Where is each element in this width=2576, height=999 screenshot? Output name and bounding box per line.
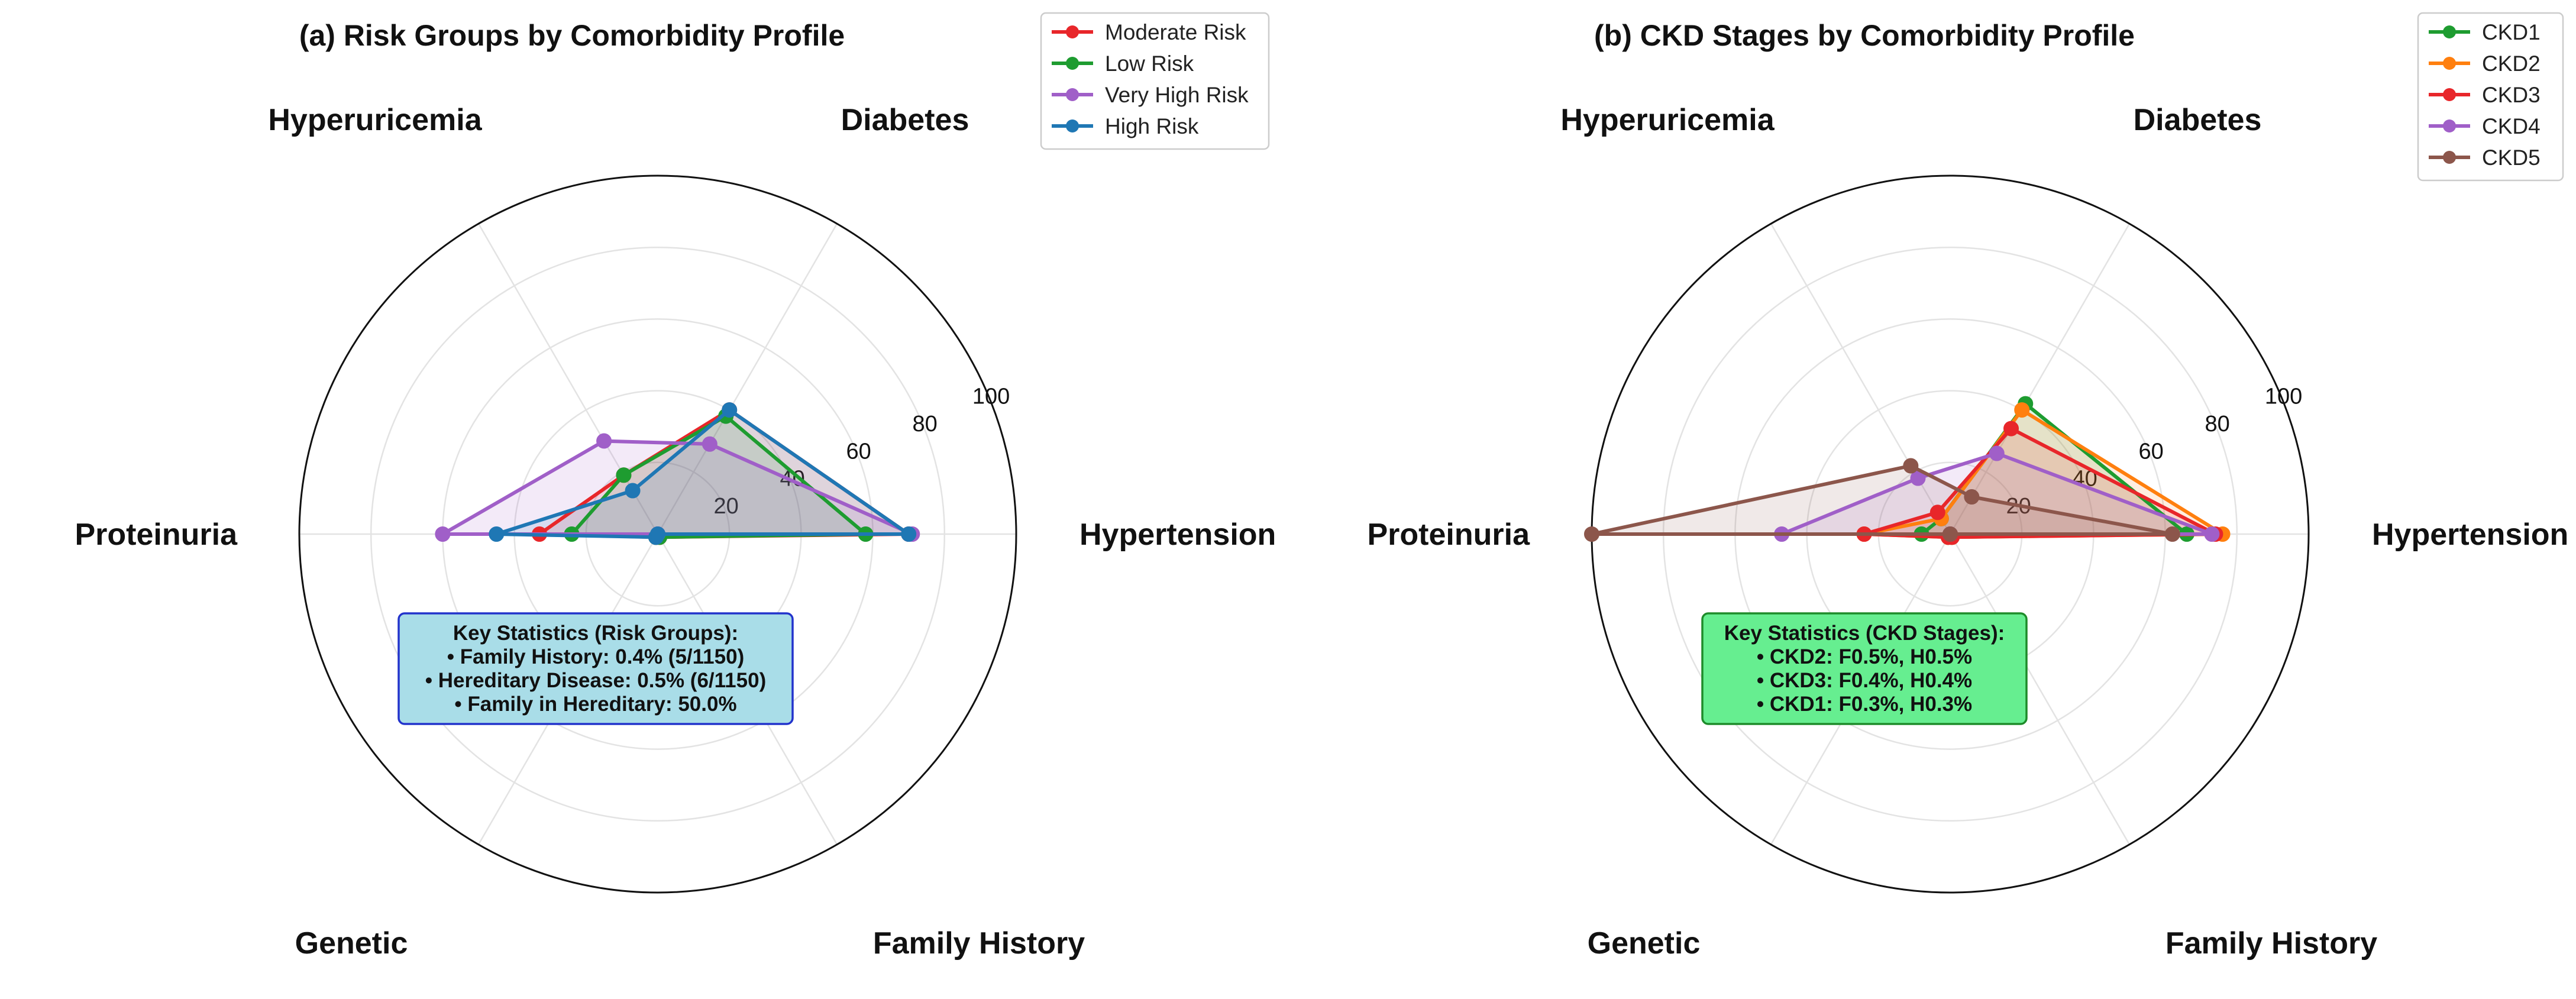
stats-line: Key Statistics (CKD Stages): xyxy=(1724,622,2005,645)
axis-label-genetic: Genetic xyxy=(1588,926,1701,961)
series-area-high-risk xyxy=(496,410,909,538)
legend-label-ckd1: CKD1 xyxy=(2482,20,2541,44)
axis-label-hypertension: Hypertension xyxy=(1079,518,1276,552)
legend-label-very-high-risk: Very High Risk xyxy=(1105,83,1249,107)
chart-title: (b) CKD Stages by Comorbidity Profile xyxy=(1594,19,2135,52)
stats-line: • CKD3: F0.4%, H0.4% xyxy=(1757,669,1972,692)
grid-spoke xyxy=(1949,223,2131,535)
stats-line: • CKD1: F0.3%, H0.3% xyxy=(1757,693,1972,716)
radial-tick-label: 20 xyxy=(714,494,739,519)
data-point-ckd5-proteinuria xyxy=(1584,526,1599,542)
stats-line: • CKD2: F0.5%, H0.5% xyxy=(1757,645,1972,668)
radar-panel-risk-groups: (a) Risk Groups by Comorbidity Profile 20… xyxy=(75,12,1276,961)
axis-label-family-history: Family History xyxy=(2165,926,2377,961)
series-area-ckd4 xyxy=(1782,453,2212,534)
legend-box xyxy=(2417,12,2564,182)
data-point-ckd5-family-history xyxy=(1942,526,1958,542)
data-point-ckd5-hypertension xyxy=(2164,526,2180,542)
axis-label-diabetes: Diabetes xyxy=(2134,103,2262,137)
legend-label-ckd4: CKD4 xyxy=(2482,114,2541,138)
radial-tick-label: 100 xyxy=(2265,384,2302,409)
radial-tick-label: 80 xyxy=(912,412,937,437)
grid-spoke xyxy=(477,223,659,535)
data-point-ckd2-diabetes xyxy=(2014,402,2030,418)
series-area-ckd5 xyxy=(1592,465,2173,534)
data-point-high-risk-family-history xyxy=(650,526,665,542)
data-point-high-risk-hypertension xyxy=(901,526,917,542)
legend-marker-ckd2 xyxy=(2443,57,2456,70)
legend-marker-ckd5 xyxy=(2443,151,2456,164)
legend-marker-very-high-risk xyxy=(1066,88,1079,101)
series-area-very-high-risk xyxy=(442,441,913,534)
radial-tick-label: 100 xyxy=(972,384,1010,409)
data-point-ckd4-hypertension xyxy=(2204,526,2220,542)
data-point-very-high-risk-diabetes xyxy=(702,436,717,452)
grid-spoke xyxy=(657,223,838,535)
polar-frame xyxy=(298,174,1017,894)
stats-line: • Family in Hereditary: 50.0% xyxy=(454,693,736,716)
legend-label-low-risk: Low Risk xyxy=(1105,51,1194,76)
legend-marker-ckd3 xyxy=(2443,88,2456,101)
axis-label-hyperuricemia: Hyperuricemia xyxy=(268,103,482,137)
radial-tick-label: 60 xyxy=(846,439,871,464)
data-point-very-high-risk-proteinuria xyxy=(435,526,451,542)
stats-box xyxy=(397,612,794,725)
axis-label-hyperuricemia: Hyperuricemia xyxy=(1560,103,1775,137)
legend-marker-moderate-risk xyxy=(1066,25,1079,38)
legend-label-ckd3: CKD3 xyxy=(2482,83,2541,107)
series-area-ckd1 xyxy=(1921,403,2187,538)
chart-title: (a) Risk Groups by Comorbidity Profile xyxy=(299,19,845,52)
data-point-ckd3-hyperuricemia xyxy=(1929,505,1945,520)
legend-label-high-risk: High Risk xyxy=(1105,114,1199,138)
legend-label-moderate-risk: Moderate Risk xyxy=(1105,20,1246,44)
legend-marker-ckd4 xyxy=(2443,119,2456,132)
legend-marker-low-risk xyxy=(1066,57,1079,70)
legend-label-ckd5: CKD5 xyxy=(2482,146,2541,170)
data-point-ckd3-diabetes xyxy=(2003,421,2019,437)
stats-line: • Hereditary Disease: 0.5% (6/1150) xyxy=(425,669,766,692)
radial-tick-label: 60 xyxy=(2138,439,2163,464)
data-point-high-risk-proteinuria xyxy=(489,526,505,542)
radial-tick-label: 80 xyxy=(2205,412,2229,437)
grid-spoke xyxy=(1949,534,2131,845)
data-point-high-risk-hyperuricemia xyxy=(625,483,641,499)
legend-label-ckd2: CKD2 xyxy=(2482,51,2541,76)
axis-label-proteinuria: Proteinuria xyxy=(1368,518,1531,552)
data-point-ckd4-diabetes xyxy=(1989,445,2005,461)
stats-box xyxy=(1701,612,2028,725)
axis-label-diabetes: Diabetes xyxy=(841,103,969,137)
series-line-ckd5 xyxy=(1590,464,2174,536)
data-point-very-high-risk-hyperuricemia xyxy=(596,433,612,449)
axis-label-genetic: Genetic xyxy=(295,926,408,961)
legend-marker-high-risk xyxy=(1066,119,1079,132)
stats-line: • Family History: 0.4% (5/1150) xyxy=(447,645,744,668)
data-point-ckd5-hyperuricemia xyxy=(1903,458,1919,474)
axis-label-family-history: Family History xyxy=(873,926,1085,961)
series-area-ckd3 xyxy=(1864,428,2216,538)
stats-line: Key Statistics (Risk Groups): xyxy=(453,622,738,645)
data-point-high-risk-diabetes xyxy=(722,402,738,418)
legend-marker-ckd1 xyxy=(2443,25,2456,38)
data-point-low-risk-hyperuricemia xyxy=(616,467,632,483)
axis-label-hypertension: Hypertension xyxy=(2372,518,2568,552)
data-point-ckd5-diabetes xyxy=(1964,489,1980,505)
series-area-low-risk xyxy=(571,416,866,538)
legend-box xyxy=(1040,12,1270,150)
axis-label-proteinuria: Proteinuria xyxy=(75,518,238,552)
radar-panel-ckd-stages: (b) CKD Stages by Comorbidity Profile204… xyxy=(1368,12,2568,961)
series-area-moderate-risk xyxy=(539,410,909,538)
